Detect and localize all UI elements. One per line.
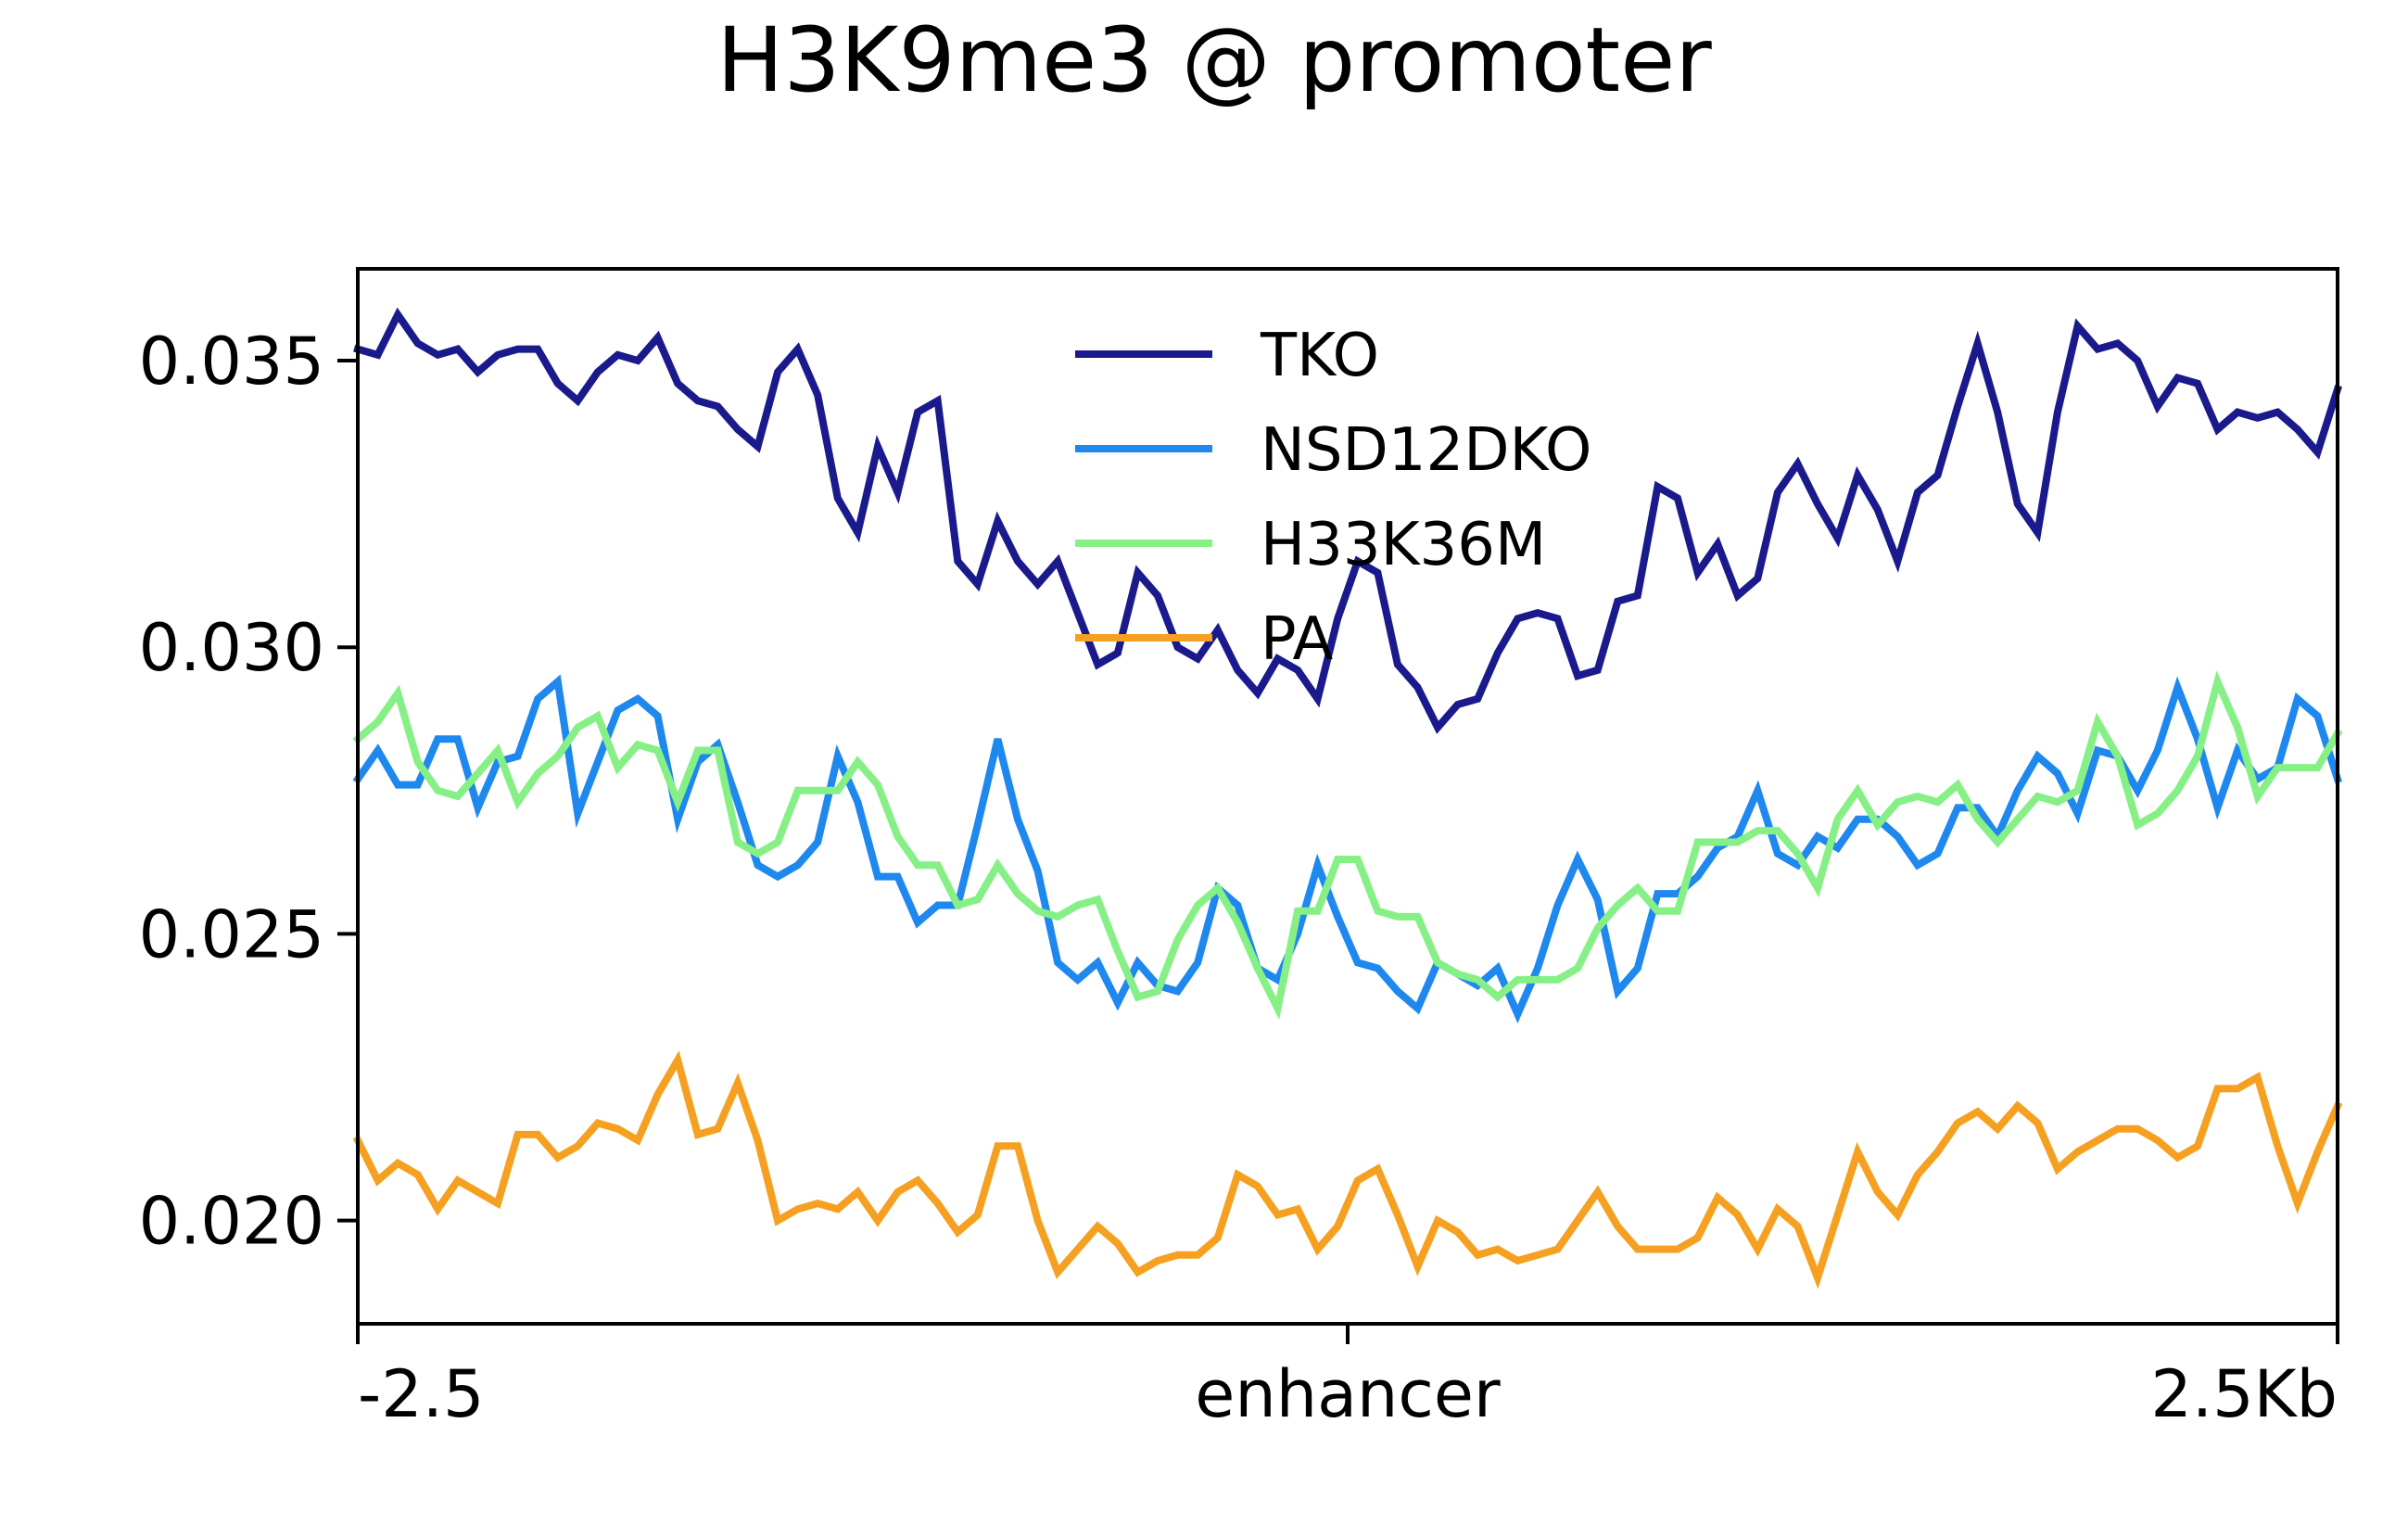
x-axis: -2.5 enhancer 2.5Kb [356, 1324, 2339, 1432]
legend-label-h33k36m: H33K36M [1261, 511, 1546, 579]
legend-label-pa: PA [1261, 605, 1334, 674]
y-tick-label: 0.035 [139, 324, 324, 400]
legend: TKO NSD12DKO H33K36M PA [1075, 322, 1591, 674]
legend-label-nsd12dko: NSD12DKO [1261, 416, 1591, 485]
series-line-pa [352, 1050, 2343, 1289]
x-tick-label: -2.5 [358, 1356, 485, 1432]
x-tick-label: enhancer [1195, 1356, 1501, 1432]
y-tick-label: 0.020 [139, 1184, 324, 1260]
x-tick-label: 2.5Kb [2150, 1356, 2338, 1432]
chart-title: H3K9me3 @ promoter [716, 8, 1712, 112]
series-line-tko [353, 307, 2343, 734]
y-tick-label: 0.030 [139, 610, 324, 686]
y-axis: 0.020 0.025 0.030 0.035 [139, 324, 358, 1260]
series-line-nsd12dko [352, 674, 2343, 1024]
series-layer [352, 307, 2343, 1289]
legend-label-tko: TKO [1260, 322, 1379, 390]
series-line-h33k36m [352, 670, 2343, 1020]
y-tick-label: 0.025 [139, 896, 324, 972]
